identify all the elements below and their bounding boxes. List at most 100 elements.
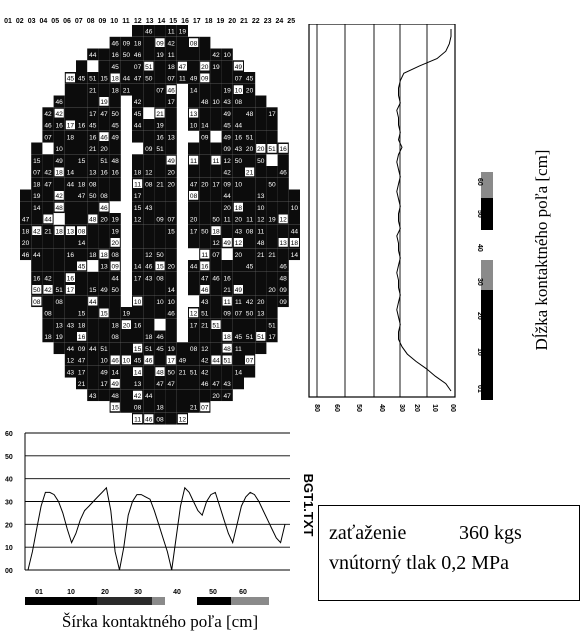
column-number: 02 [16, 18, 24, 25]
footprint-cell-value: 14 [190, 87, 198, 94]
footprint-cell [221, 283, 233, 296]
footprint-cell-value: 20 [268, 287, 276, 294]
footprint-cell-value: 49 [179, 358, 187, 365]
footprint-cell-value: 51 [246, 334, 254, 341]
footprint-cell-value: 47 [168, 381, 176, 388]
footprint-cell-highlight [155, 367, 165, 376]
footprint-cell-value: 46 [134, 52, 142, 59]
footprint-cell-value: 47 [156, 381, 164, 388]
footprint-cell [98, 271, 110, 284]
footprint-cell [143, 401, 155, 413]
footprint-cell [154, 342, 166, 355]
footprint-cell-value: 10 [212, 99, 220, 106]
footprint-cell-highlight [233, 238, 243, 247]
footprint-cell [132, 107, 144, 120]
footprint-cell-highlight [32, 296, 42, 306]
footprint-cell [64, 95, 76, 108]
legend-tick-label: 30 [134, 589, 142, 596]
footprint-cell [42, 177, 54, 190]
footprint-cell-value: 11 [201, 252, 208, 259]
footprint-cell [221, 224, 233, 237]
footprint-cell-value: 18 [235, 205, 243, 212]
footprint-cell [87, 354, 99, 366]
footprint-cell-value: 42 [201, 358, 209, 365]
footprint-cell-value: 19 [212, 64, 220, 71]
footprint-cell [64, 107, 76, 120]
footprint-cell-value: 18 [78, 322, 86, 329]
footprint-cell [143, 224, 155, 237]
footprint-cell-highlight [189, 308, 199, 318]
footprint-cell [266, 307, 278, 319]
column-number: 17 [193, 18, 201, 25]
footprint-cell-value: 49 [224, 134, 232, 141]
footprint-cell [143, 342, 155, 355]
footprint-cell [143, 236, 155, 249]
column-number: 01 [4, 18, 12, 25]
footprint-cell [188, 318, 200, 331]
footprint-cell [120, 307, 132, 319]
footprint-cell-value: 10 [224, 52, 232, 59]
footprint-cell [221, 60, 233, 73]
footprint-cell-value: 50 [168, 369, 176, 376]
footprint-cell [98, 60, 110, 73]
legend-tick-label: 30 [476, 278, 483, 286]
footprint-cell [244, 201, 256, 214]
legend-tick-label: 50 [476, 210, 483, 218]
footprint-cell [76, 130, 88, 143]
footprint-cell [277, 271, 289, 284]
footprint-cell [87, 119, 99, 131]
footprint-cell [154, 201, 166, 214]
footprint-cell-value: 48 [257, 240, 265, 247]
footprint-cell-value: 07 [33, 170, 41, 177]
footprint-cell [109, 283, 121, 296]
footprint-cell [154, 271, 166, 284]
footprint-cell [232, 330, 244, 343]
footprint-cell [87, 342, 99, 355]
footprint-cell-value: 51 [212, 322, 220, 329]
footprint-cell-value: 10 [100, 358, 108, 365]
bottom-axis-label: Šírka kontaktného poľa [cm] [61, 612, 259, 631]
footprint-cell [188, 142, 200, 155]
load-line: zaťaženie 360 kgs [329, 518, 579, 548]
footprint-cell-highlight [189, 108, 199, 118]
footprint-cell-value: 12 [145, 170, 153, 177]
legend-tick-label: 10 [67, 589, 75, 596]
footprint-cell-value: 44 [89, 52, 97, 59]
footprint-cell-value: 50 [112, 287, 120, 294]
footprint-cell [53, 260, 65, 272]
footprint-cell-value: 20 [123, 322, 131, 329]
footprint-cell-value: 19 [156, 52, 164, 59]
footprint-cell [20, 224, 32, 237]
footprint-cell-value: 15 [78, 158, 86, 165]
footprint-cell-highlight [200, 61, 210, 71]
footprint-cell [176, 48, 188, 61]
legend-color-segment [152, 597, 165, 605]
footprint-cell [64, 342, 76, 355]
footprint-cell [98, 389, 110, 402]
footprint-cell-value: 48 [156, 369, 164, 376]
footprint-cell [76, 166, 88, 178]
footprint-cell-value: 46 [145, 264, 153, 271]
footprint-cell-value: 42 [44, 287, 52, 294]
footprint-cell-value: 18 [156, 405, 164, 412]
footprint-cell [255, 213, 267, 225]
horizontal-color-legend: 01 10 20 30 40 50 60 [25, 589, 269, 605]
footprint-cell-value: 44 [145, 393, 153, 400]
footprint-cell [31, 236, 43, 249]
column-number: 08 [87, 18, 95, 25]
footprint-cell [53, 318, 65, 331]
footprint-cell-value: 48 [112, 393, 120, 400]
footprint-cell [98, 342, 110, 355]
footprint-cell [109, 389, 121, 402]
footprint-cell [143, 72, 155, 84]
footprint-cell [53, 119, 65, 131]
footprint-cell-value: 07 [134, 64, 142, 71]
footprint-cell [210, 177, 222, 190]
footprint-cell-value: 51 [145, 346, 153, 353]
footprint-cell [64, 177, 76, 190]
footprint-cell [109, 154, 121, 167]
footprint-cell-value: 17 [190, 228, 198, 235]
footprint-cell-highlight [200, 261, 210, 271]
footprint-cell [176, 25, 188, 37]
footprint-cell [244, 295, 256, 308]
